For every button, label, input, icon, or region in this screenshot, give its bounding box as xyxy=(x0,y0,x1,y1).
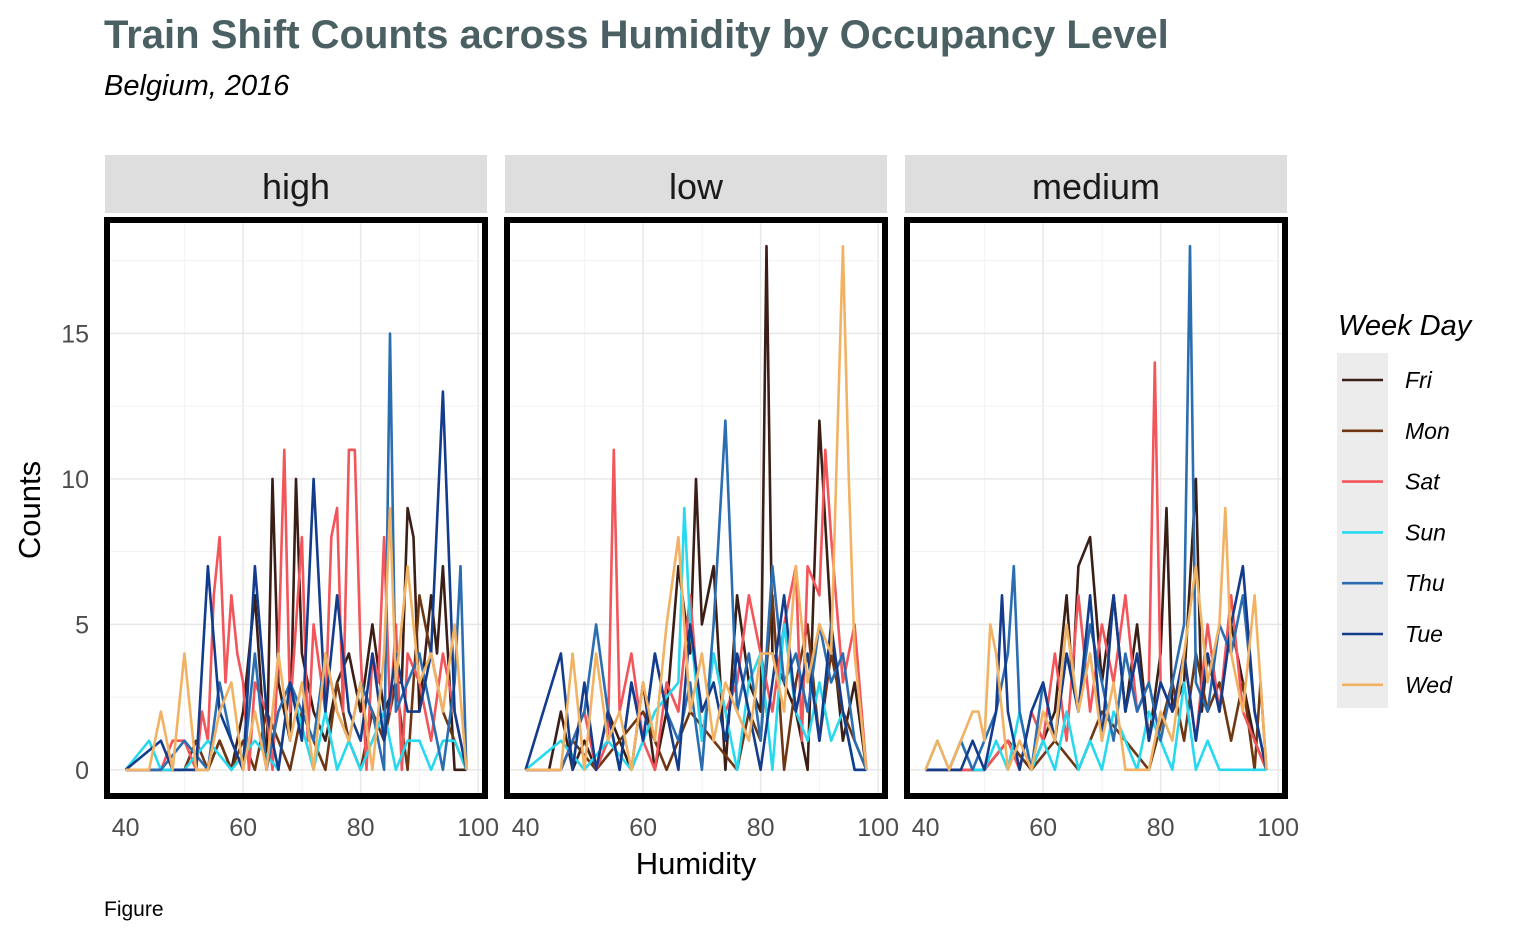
series-line-tue xyxy=(124,390,468,772)
series-line-sun xyxy=(924,681,1267,772)
facet-strip xyxy=(505,155,887,213)
x-tick-label: 100 xyxy=(1257,814,1299,842)
panel-border xyxy=(904,217,1288,799)
chart-title: Train Shift Counts across Humidity by Oc… xyxy=(104,13,1169,57)
facet-strip-label: medium xyxy=(1032,166,1160,207)
y-tick-label: 5 xyxy=(75,611,89,639)
x-tick-label: 40 xyxy=(112,814,140,842)
legend-label-mon: Mon xyxy=(1405,418,1450,444)
y-tick-label: 0 xyxy=(75,757,89,785)
legend: Week Day Fri Mon Sat Sun Thu Tue Wed xyxy=(1337,310,1473,708)
series-line-wed xyxy=(924,506,1268,772)
x-tick-label: 60 xyxy=(1029,814,1057,842)
x-tick-label: 80 xyxy=(347,814,375,842)
facet-strip xyxy=(905,155,1287,213)
x-tick-label: 60 xyxy=(229,814,257,842)
series-line-sun xyxy=(524,506,867,772)
facet-panel-low: low 40 60 80 100 xyxy=(504,155,899,842)
chart-subtitle: Belgium, 2016 xyxy=(104,70,290,102)
x-tick-label: 100 xyxy=(857,814,899,842)
series-lines xyxy=(524,244,868,772)
panels: high 40 60 80 100 0 5 10 15 low 40 60 80 100 medium 40 6… xyxy=(61,155,1299,842)
series-line-sat xyxy=(125,448,468,772)
x-tick-label: 40 xyxy=(912,814,940,842)
legend-label-tue: Tue xyxy=(1405,621,1443,647)
series-line-sat xyxy=(925,361,1268,772)
series-line-wed xyxy=(125,506,468,772)
y-axis-title: Counts xyxy=(12,461,47,559)
legend-label-thu: Thu xyxy=(1405,570,1445,596)
facet-strip-label: low xyxy=(669,166,724,207)
facet-panel-high: high 40 60 80 100 0 5 10 15 xyxy=(61,155,499,842)
facet-strip xyxy=(105,155,487,213)
legend-label-sat: Sat xyxy=(1405,469,1441,495)
legend-label-wed: Wed xyxy=(1405,672,1453,698)
legend-key-background xyxy=(1337,353,1388,708)
x-tick-label: 80 xyxy=(747,814,775,842)
x-tick-label: 60 xyxy=(629,814,657,842)
caption: Figure xyxy=(104,898,164,921)
panel-border xyxy=(104,217,488,799)
series-line-sun xyxy=(124,681,468,772)
x-tick-label: 100 xyxy=(457,814,499,842)
facet-strip-label: high xyxy=(262,166,330,207)
series-line-wed xyxy=(525,244,868,772)
legend-title: Week Day xyxy=(1338,310,1473,342)
x-tick-label: 80 xyxy=(1147,814,1175,842)
y-tick-label: 15 xyxy=(61,320,89,348)
x-axis-title: Humidity xyxy=(636,846,757,881)
series-line-mon xyxy=(125,593,468,772)
series-lines xyxy=(124,332,468,772)
legend-label-sun: Sun xyxy=(1405,519,1446,545)
legend-label-fri: Fri xyxy=(1405,367,1433,393)
y-tick-label: 10 xyxy=(61,466,89,494)
panel-border xyxy=(504,217,888,799)
series-lines xyxy=(924,244,1268,772)
x-tick-label: 40 xyxy=(512,814,540,842)
gridlines xyxy=(908,220,1284,796)
facet-panel-medium: medium 40 60 80 100 xyxy=(904,155,1299,842)
